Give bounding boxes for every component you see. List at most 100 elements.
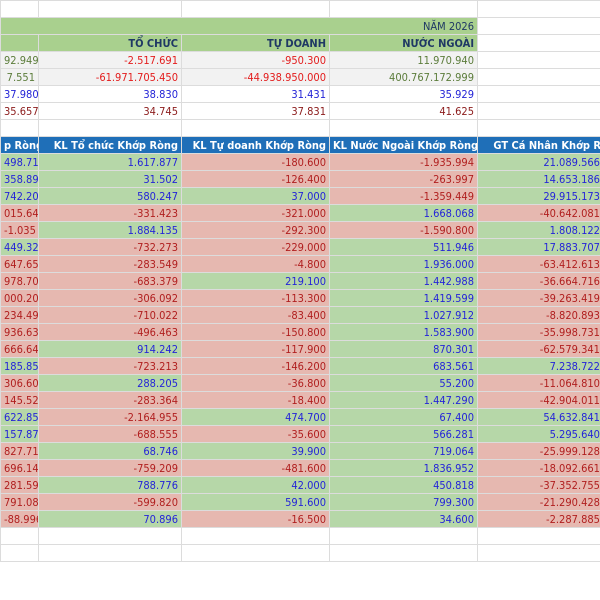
summary-cell[interactable]: -2.517.691 <box>38 51 182 69</box>
table-cell[interactable]: 7.238.722.050 <box>477 357 600 375</box>
table-cell[interactable]: 015.645 <box>0 204 39 222</box>
table-cell[interactable]: 696.143 <box>0 459 39 477</box>
table-cell[interactable]: 1.668.068 <box>329 204 478 222</box>
table-cell[interactable]: 474.700 <box>181 408 330 426</box>
summary-cell[interactable]: 37.831 <box>181 102 330 120</box>
table-cell[interactable]: -599.820 <box>38 493 182 511</box>
table-cell[interactable]: 511.946 <box>329 238 478 256</box>
summary-header[interactable]: NƯỚC NGOÀI <box>329 34 478 52</box>
table-cell[interactable]: 000.207 <box>0 289 39 307</box>
table-cell[interactable]: -683.379 <box>38 272 182 290</box>
table-cell[interactable]: 683.561 <box>329 357 478 375</box>
empty-cell[interactable] <box>329 119 478 137</box>
summary-cell[interactable]: 38.830 <box>38 85 182 103</box>
empty-cell[interactable] <box>477 544 600 562</box>
table-cell[interactable]: 157.874 <box>0 425 39 443</box>
spreadsheet-grid[interactable]: NĂM 2026 TỔ CHỨC TỰ DOANH NƯỚC NGOÀI 92.949-… <box>0 0 600 562</box>
summary-header[interactable]: TỰ DOANH <box>181 34 330 52</box>
table-cell[interactable]: -331.423 <box>38 204 182 222</box>
empty-cell[interactable] <box>477 68 600 86</box>
table-cell[interactable]: -62.579.341.601 <box>477 340 600 358</box>
summary-header[interactable]: TỔ CHỨC <box>38 34 182 52</box>
table-cell[interactable]: -21.290.428.250 <box>477 493 600 511</box>
summary-header[interactable] <box>0 34 39 52</box>
empty-cell[interactable] <box>477 102 600 120</box>
summary-cell[interactable]: 34.745 <box>38 102 182 120</box>
empty-cell[interactable] <box>38 119 182 137</box>
summary-cell[interactable]: 92.949 <box>0 51 39 69</box>
table-cell[interactable]: 70.896 <box>38 510 182 528</box>
summary-cell[interactable]: 31.431 <box>181 85 330 103</box>
table-cell[interactable]: 622.855 <box>0 408 39 426</box>
empty-cell[interactable] <box>38 0 182 18</box>
empty-cell[interactable] <box>477 85 600 103</box>
table-cell[interactable]: 17.883.707.700 <box>477 238 600 256</box>
empty-cell[interactable] <box>329 0 478 18</box>
empty-cell[interactable] <box>0 0 39 18</box>
table-cell[interactable]: 799.300 <box>329 493 478 511</box>
table-cell[interactable]: 1.447.290 <box>329 391 478 409</box>
table-cell[interactable]: -2.287.885.850 <box>477 510 600 528</box>
table-cell[interactable]: -2.164.955 <box>38 408 182 426</box>
table-cell[interactable]: -40.642.081.800 <box>477 204 600 222</box>
table-cell[interactable]: -1.935.994 <box>329 153 478 171</box>
table-cell[interactable]: 68.746 <box>38 442 182 460</box>
table-cell[interactable]: 647.651 <box>0 255 39 273</box>
empty-cell[interactable] <box>477 527 600 545</box>
empty-cell[interactable] <box>0 119 39 137</box>
empty-cell[interactable] <box>0 544 39 562</box>
table-cell[interactable]: 788.776 <box>38 476 182 494</box>
summary-cell[interactable]: 11.970.940 <box>329 51 478 69</box>
table-cell[interactable]: 39.900 <box>181 442 330 460</box>
empty-cell[interactable] <box>329 527 478 545</box>
table-cell[interactable]: 67.400 <box>329 408 478 426</box>
table-cell[interactable]: -35.998.731.500 <box>477 323 600 341</box>
table-cell[interactable]: -146.200 <box>181 357 330 375</box>
table-cell[interactable]: -36.664.716.600 <box>477 272 600 290</box>
summary-cell[interactable]: 35.657 <box>0 102 39 120</box>
summary-cell[interactable]: 35.929 <box>329 85 478 103</box>
summary-cell[interactable]: 37.980 <box>0 85 39 103</box>
empty-cell[interactable] <box>181 0 330 18</box>
table-cell[interactable]: 566.281 <box>329 425 478 443</box>
table-cell[interactable]: -8.820.893.750 <box>477 306 600 324</box>
empty-cell[interactable] <box>38 527 182 545</box>
empty-cell[interactable] <box>181 544 330 562</box>
table-cell[interactable]: 34.600 <box>329 510 478 528</box>
table-cell[interactable]: 1.442.988 <box>329 272 478 290</box>
empty-cell[interactable] <box>181 527 330 545</box>
table-cell[interactable]: 914.242 <box>38 340 182 358</box>
summary-title[interactable]: NĂM 2026 <box>0 17 478 35</box>
table-cell[interactable]: -306.092 <box>38 289 182 307</box>
table-cell[interactable]: -83.400 <box>181 306 330 324</box>
table-cell[interactable]: 666.643 <box>0 340 39 358</box>
empty-cell[interactable] <box>477 119 600 137</box>
empty-cell[interactable] <box>181 119 330 137</box>
table-cell[interactable]: -732.273 <box>38 238 182 256</box>
empty-cell[interactable] <box>477 0 600 18</box>
empty-cell[interactable] <box>329 544 478 562</box>
table-cell[interactable]: -42.904.011.400 <box>477 391 600 409</box>
table-cell[interactable]: -11.064.810.400 <box>477 374 600 392</box>
table-cell[interactable]: 42.000 <box>181 476 330 494</box>
table-cell[interactable]: 281.594 <box>0 476 39 494</box>
table-cell[interactable]: 31.502 <box>38 170 182 188</box>
table-cell[interactable]: 219.100 <box>181 272 330 290</box>
table-cell[interactable]: -63.412.613.000 <box>477 255 600 273</box>
table-cell[interactable]: 870.301 <box>329 340 478 358</box>
table-cell[interactable]: 185.852 <box>0 357 39 375</box>
table-cell[interactable]: 1.884.135 <box>38 221 182 239</box>
table-cell[interactable]: -126.400 <box>181 170 330 188</box>
table-cell[interactable]: 1.836.952 <box>329 459 478 477</box>
table-cell[interactable]: 449.327 <box>0 238 39 256</box>
table-cell[interactable]: 591.600 <box>181 493 330 511</box>
table-cell[interactable]: -1.035 <box>0 221 39 239</box>
table-cell[interactable]: 14.653.186.550 <box>477 170 600 188</box>
table-cell[interactable]: -88.996 <box>0 510 39 528</box>
table-cell[interactable]: 1.027.912 <box>329 306 478 324</box>
table-cell[interactable]: -39.263.419.699 <box>477 289 600 307</box>
table-cell[interactable]: 742.202 <box>0 187 39 205</box>
table-cell[interactable]: -35.600 <box>181 425 330 443</box>
table-cell[interactable]: 580.247 <box>38 187 182 205</box>
column-header[interactable]: KL Tổ chức Khớp Ròng <box>38 136 182 154</box>
